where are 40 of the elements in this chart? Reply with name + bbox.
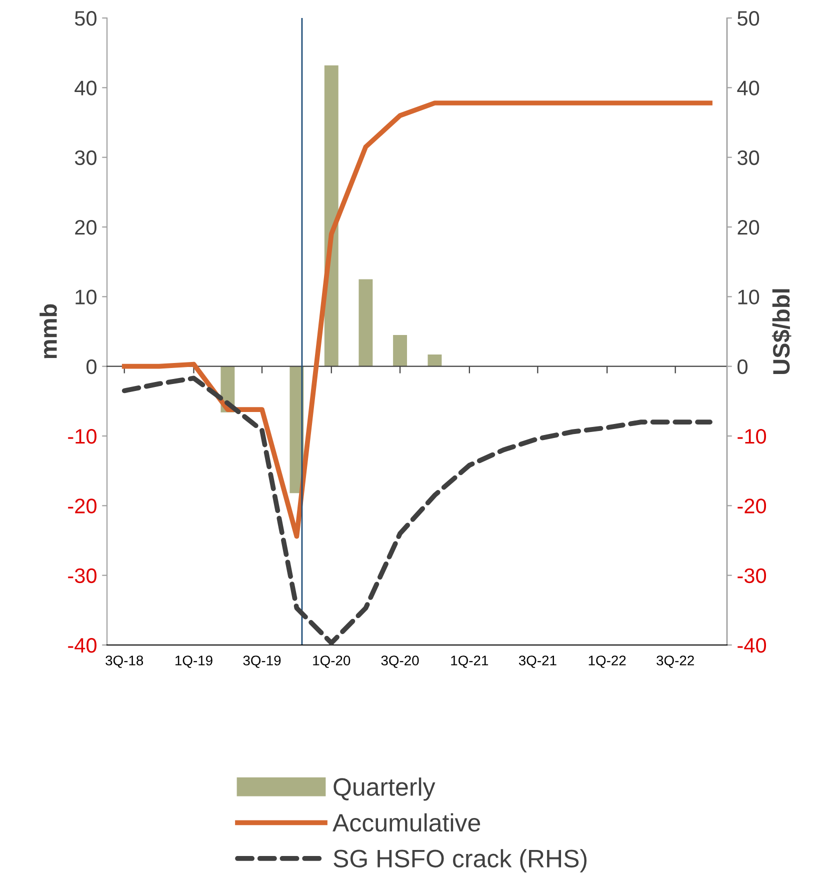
bar bbox=[428, 354, 442, 366]
y2-tick-label: 40 bbox=[737, 80, 760, 96]
bar bbox=[393, 334, 408, 366]
y-tick-label: 0 bbox=[86, 359, 96, 374]
x-tick-label: 3Q-21 bbox=[518, 656, 556, 668]
y-tick-label: 40 bbox=[74, 80, 96, 96]
legend-label: Accumulative bbox=[332, 813, 480, 832]
x-tick-label: 3Q-22 bbox=[656, 656, 694, 668]
x-tick-label: 1Q-20 bbox=[313, 656, 350, 668]
y2-tick-label: 10 bbox=[738, 290, 760, 304]
line-series bbox=[122, 376, 712, 645]
y2-tick-label: 30 bbox=[738, 150, 760, 166]
y-tick-label: 50 bbox=[74, 11, 96, 26]
y2-tick-label: 0 bbox=[738, 359, 748, 374]
y2-tick-label: -10 bbox=[738, 429, 766, 444]
y2-tick-label: -30 bbox=[738, 568, 766, 584]
x-tick-label: 3Q-19 bbox=[243, 656, 281, 668]
line-series bbox=[122, 100, 712, 539]
x-tick-label: 1Q-22 bbox=[588, 656, 626, 668]
y2-axis-title: US$/bbl bbox=[772, 289, 792, 374]
legend-label: SG HSFO crack (RHS) bbox=[334, 849, 587, 872]
y-tick-label: -40 bbox=[68, 638, 96, 653]
x-tick-label: 3Q-18 bbox=[106, 656, 144, 668]
y-axis-title: mmb bbox=[40, 304, 57, 358]
bar bbox=[324, 65, 338, 366]
y2-tick-label: 50 bbox=[738, 11, 760, 26]
y2-tick-label: -40 bbox=[738, 638, 766, 653]
y-tick-label: 30 bbox=[74, 150, 96, 166]
y-tick-label: 20 bbox=[75, 220, 96, 235]
bar bbox=[358, 279, 373, 366]
y-tick-label: -30 bbox=[68, 568, 96, 584]
x-tick-label: 1Q-21 bbox=[451, 656, 488, 668]
y2-tick-label: 20 bbox=[738, 220, 760, 235]
x-tick-label: 1Q-19 bbox=[176, 656, 212, 668]
y-tick-label: -10 bbox=[68, 429, 96, 444]
y-tick-label: 10 bbox=[76, 290, 96, 304]
legend-label: Quarterly bbox=[334, 778, 436, 801]
y2-tick-label: -20 bbox=[738, 498, 766, 514]
x-tick-label: 3Q-20 bbox=[381, 656, 419, 668]
y-tick-label: -20 bbox=[68, 498, 96, 514]
